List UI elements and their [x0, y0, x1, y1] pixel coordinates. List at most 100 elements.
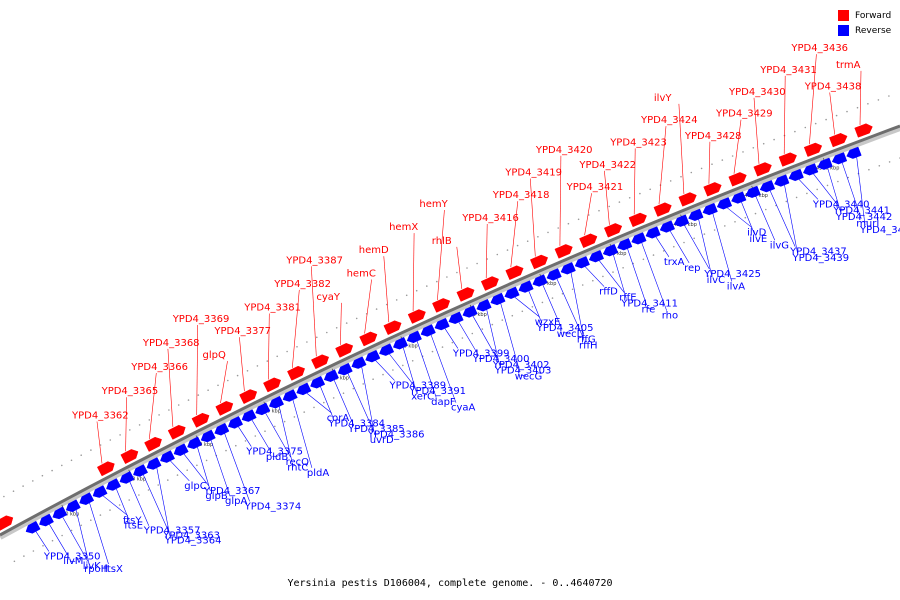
track-dot	[395, 299, 398, 301]
reverse-gene-label: glpC	[184, 481, 206, 492]
track-dot	[867, 103, 869, 105]
reverse-gene	[200, 429, 216, 443]
reverse-leader	[143, 474, 169, 531]
reverse-gene-label: rep	[684, 263, 700, 274]
track-dot	[752, 147, 755, 149]
reverse-gene	[214, 422, 230, 436]
forward-leader	[530, 178, 536, 257]
reverse-gene	[420, 324, 436, 337]
forward-gene	[432, 298, 451, 313]
reverse-leader	[430, 334, 457, 403]
forward-gene-label: YPD4_3365	[101, 386, 159, 397]
track-dot	[99, 444, 102, 446]
reverse-gene-label: YPD4_3439	[792, 253, 850, 264]
forward-gene	[383, 320, 402, 336]
reverse-gene-label: YPD4_3411	[620, 299, 678, 310]
track-dot	[724, 225, 726, 227]
reverse-leader	[784, 184, 798, 253]
track-dot	[197, 394, 200, 396]
reverse-gene-label: YPD4_3391	[408, 386, 466, 397]
track-dot	[119, 434, 121, 436]
track-dot	[577, 218, 580, 221]
reverse-leader	[641, 242, 667, 311]
track-dot	[888, 95, 890, 97]
forward-leader	[292, 289, 300, 368]
forward-gene-label: YPD4_3436	[790, 43, 848, 54]
reverse-gene	[817, 157, 833, 170]
track-dot	[511, 314, 514, 317]
reverse-gene	[560, 262, 576, 275]
reverse-leader	[224, 433, 250, 502]
forward-gene-label: YPD4_3419	[504, 168, 562, 179]
track-dot	[642, 258, 645, 261]
track-dot	[571, 288, 574, 291]
track-dot	[352, 387, 355, 390]
reverse-leader	[684, 224, 710, 270]
reverse-gene	[688, 208, 704, 221]
reverse-leader	[75, 509, 90, 565]
label-leaders	[35, 54, 866, 565]
forward-gene	[456, 287, 475, 302]
track-dot	[345, 322, 348, 324]
forward-gene-label: ilvY	[654, 93, 672, 104]
reverse-leader	[292, 399, 313, 468]
reverse-gene-label: YPD4_3442	[835, 212, 893, 223]
track-dot	[32, 550, 35, 552]
track-dot	[742, 151, 744, 153]
forward-gene	[829, 133, 848, 148]
forward-leader	[485, 223, 488, 279]
track-dot	[32, 480, 34, 482]
track-dot	[501, 319, 504, 321]
forward-gene	[287, 365, 306, 381]
forward-gene-label: YPD4_3381	[243, 303, 301, 314]
reverse-gene-label: recQ	[286, 457, 310, 468]
reverse-gene	[476, 298, 492, 312]
reverse-leader	[669, 230, 690, 264]
forward-leader	[340, 302, 342, 345]
track-dot	[877, 99, 880, 101]
track-dot	[286, 350, 288, 353]
forward-gene	[144, 436, 162, 452]
track-dot	[456, 271, 458, 274]
track-dot	[80, 524, 82, 527]
reverse-gene-label: YPD4_3363	[162, 531, 220, 542]
forward-gene-label: rhlB	[432, 236, 452, 247]
track-dot	[744, 216, 747, 219]
reverse-gene	[255, 402, 271, 416]
track-dot	[649, 188, 651, 191]
reverse-leader	[278, 406, 293, 463]
track-dot	[80, 454, 82, 457]
track-dot	[461, 337, 464, 339]
track-dot	[205, 459, 208, 462]
track-dot	[481, 328, 484, 330]
forward-gene	[529, 254, 549, 270]
reverse-gene-label: YPD4_3364	[164, 536, 222, 547]
forward-leader	[96, 421, 103, 464]
track-dot	[826, 184, 829, 187]
forward-gene	[628, 212, 647, 228]
reverse-leader	[726, 207, 753, 228]
track-dot	[61, 534, 63, 537]
track-dot	[225, 449, 227, 452]
track-dot	[541, 301, 544, 304]
track-dot	[795, 196, 798, 199]
reverse-gene	[296, 382, 312, 396]
forward-gene-label: glpQ	[203, 350, 226, 361]
reverse-gene-label: YPD4_3400	[472, 354, 530, 365]
forward-gene	[120, 449, 139, 465]
reverse-gene-label: glpB	[205, 491, 227, 502]
reverse-gene-label: glpA	[225, 496, 247, 507]
track-dot	[713, 229, 716, 231]
track-dot	[612, 271, 614, 273]
track-dot	[496, 253, 499, 256]
track-dot	[426, 285, 428, 287]
track-dot	[846, 110, 848, 113]
track-dot	[608, 205, 610, 208]
forward-leader	[239, 337, 245, 392]
track-dot	[256, 365, 259, 367]
forward-gene	[728, 172, 747, 187]
reverse-leader	[798, 179, 819, 200]
track-dot	[680, 175, 682, 178]
forward-gene	[191, 412, 210, 428]
forward-gene-label: YPD4_3423	[609, 137, 667, 148]
